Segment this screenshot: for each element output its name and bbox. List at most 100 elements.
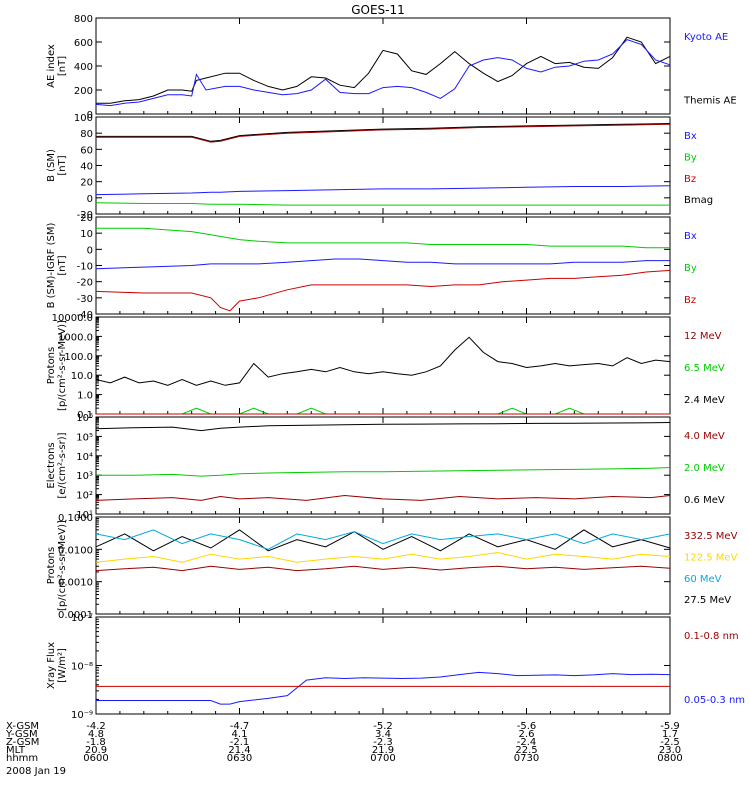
- ytick-label: 10³: [76, 471, 93, 482]
- legend-entry: Bz: [684, 174, 696, 185]
- ylabel-line: Electrons: [46, 442, 57, 488]
- series-line-1: [95, 422, 671, 432]
- ytick-label: 10⁶: [76, 413, 93, 424]
- ytick-label: 0.1: [77, 410, 93, 421]
- ytick-label: -40: [77, 310, 93, 321]
- footer-cell: -2.5: [660, 737, 680, 748]
- ytick-label: 10²: [76, 491, 93, 502]
- series-line-1: [96, 123, 671, 142]
- footer-cell: -5.9: [660, 721, 680, 732]
- footer-row-label: Y-GSM: [5, 729, 38, 740]
- footer-cell: 0800: [657, 753, 682, 764]
- legend-entry: 12 MeV: [684, 331, 722, 342]
- footer-cell: -4.7: [230, 721, 250, 732]
- panel-5: 10¹ 10² 10³ 10⁴ 10⁵ 10⁶ Electrons[e/(cm²-s-sr)…: [46, 413, 725, 521]
- footer-cell: 21.9: [372, 745, 394, 756]
- legend-entry: Bx: [684, 131, 697, 142]
- ytick-label: 20: [80, 213, 93, 224]
- legend-entry: 6.5 MeV: [684, 363, 725, 374]
- ytick-label: 100: [74, 113, 93, 124]
- ylabel: Protons[p/(cm²-s-sr-MeV)]: [46, 320, 68, 411]
- series-line-1: [95, 336, 671, 386]
- legend-entry: Bx: [684, 231, 697, 242]
- legend-entry: 27.5 MeV: [684, 595, 731, 606]
- series-line-2: [95, 258, 670, 270]
- footer-cell: -2.3: [373, 737, 393, 748]
- date-label: 2008 Jan 19: [6, 766, 66, 777]
- legend-entry: Themis AE: [683, 95, 737, 106]
- panel-frame: [95, 116, 671, 215]
- legend-entry: 332.5 MeV: [684, 531, 738, 542]
- ylabel-line: [p/(cm²-s-sr-MeV)]: [57, 520, 68, 611]
- panel-frame: [95, 316, 671, 415]
- ylabel-line: Xray Flux: [46, 642, 57, 689]
- series-line-2: [95, 529, 671, 550]
- figure-title: GOES-11: [351, 3, 405, 17]
- ytick-label: 10⁻⁹: [71, 710, 93, 721]
- ylabel: Protons[p/(cm²-s-sr-MeV)]: [46, 520, 68, 611]
- ylabel-line: [p/(cm²-s-sr-MeV)]: [57, 320, 68, 411]
- ytick-label: 800: [74, 14, 93, 25]
- legend-entry: 60 MeV: [684, 574, 722, 585]
- footer-cell: 21.4: [228, 745, 250, 756]
- panel-frame: [95, 616, 671, 715]
- ytick-label: 60: [80, 145, 93, 156]
- legend-entry: Bz: [684, 295, 696, 306]
- footer-cell: -1.8: [86, 737, 106, 748]
- ylabel-line: Protons: [46, 347, 57, 384]
- ytick-label: 0.0001: [58, 610, 93, 621]
- legend-entry: 0.6 MeV: [684, 495, 725, 506]
- legend-entry: 2.0 MeV: [684, 463, 725, 474]
- ytick-label: -30: [77, 294, 93, 305]
- ytick-label: 10000.0: [52, 313, 93, 324]
- ytick-label: 0.0100: [58, 545, 93, 556]
- footer-cell: -2.4: [517, 737, 537, 748]
- footer-row-label: Z-GSM: [6, 737, 39, 748]
- ytick-label: 0.0010: [58, 578, 93, 589]
- ytick-label: 40: [80, 162, 93, 173]
- ytick-label: 0: [87, 194, 93, 205]
- footer-cell: 0630: [227, 753, 252, 764]
- ylabel: B (SM)[nT]: [46, 149, 68, 182]
- ylabel-line: AE index: [46, 44, 57, 88]
- ytick-label: 0: [87, 110, 93, 121]
- panel-frame: [95, 416, 671, 515]
- ylabel: B (SM)-IGRF (SM)[nT]: [46, 223, 68, 309]
- ytick-label: 1.0: [77, 391, 93, 402]
- series-line-2: [96, 467, 671, 477]
- footer-row-label: hhmm: [6, 753, 38, 764]
- panel-7: 10⁻⁹ 10⁻⁸ 10⁻⁷ Xray Flux[W/m²] 0.1-0.8 nm 0.0…: [46, 613, 745, 721]
- ylabel-line: Protons: [46, 547, 57, 584]
- ylabel-line: [W/m²]: [57, 648, 68, 683]
- panel-3: -40 -30 -20 -10 0 10 20 B (SM)-IGRF (SM)[nT] Bx B…: [46, 213, 697, 321]
- panel-6: 0.00010.00100.01000.1000Protons[p/(cm²-s…: [46, 513, 738, 621]
- footer-cell: 2.6: [519, 729, 535, 740]
- ylabel-line: [nT]: [57, 255, 68, 275]
- ylabel-line: B (SM): [46, 149, 57, 182]
- legend-entry: Kyoto AE: [684, 32, 728, 43]
- ytick-label: 400: [74, 62, 93, 73]
- footer-cell: -4.2: [86, 721, 106, 732]
- series-line-4: [95, 202, 670, 206]
- panel-frame: [95, 516, 671, 615]
- ytick-label: -20: [77, 278, 93, 289]
- series-line-3: [95, 185, 671, 196]
- series-line-1: [96, 671, 671, 705]
- footer-cell: 4.8: [88, 729, 104, 740]
- ytick-label: 10⁴: [76, 452, 93, 463]
- ytick-label: 0.1000: [58, 513, 93, 524]
- footer-cell: 0600: [83, 753, 108, 764]
- footer-cell: 1.7: [662, 729, 678, 740]
- footer-cell: -5.2: [373, 721, 393, 732]
- ytick-label: 10⁵: [76, 432, 93, 443]
- legend-entry: 122.5 MeV: [684, 552, 738, 563]
- series-line-1: [95, 529, 671, 552]
- ylabel: Xray Flux[W/m²]: [46, 642, 68, 689]
- ytick-label: 0: [87, 245, 93, 256]
- series-line-3: [95, 494, 671, 501]
- ytick-label: -20: [77, 210, 93, 221]
- legend-entry: 2.4 MeV: [684, 395, 725, 406]
- legend-entry: By: [684, 263, 697, 274]
- legend-entry: 0.1-0.8 nm: [684, 631, 739, 642]
